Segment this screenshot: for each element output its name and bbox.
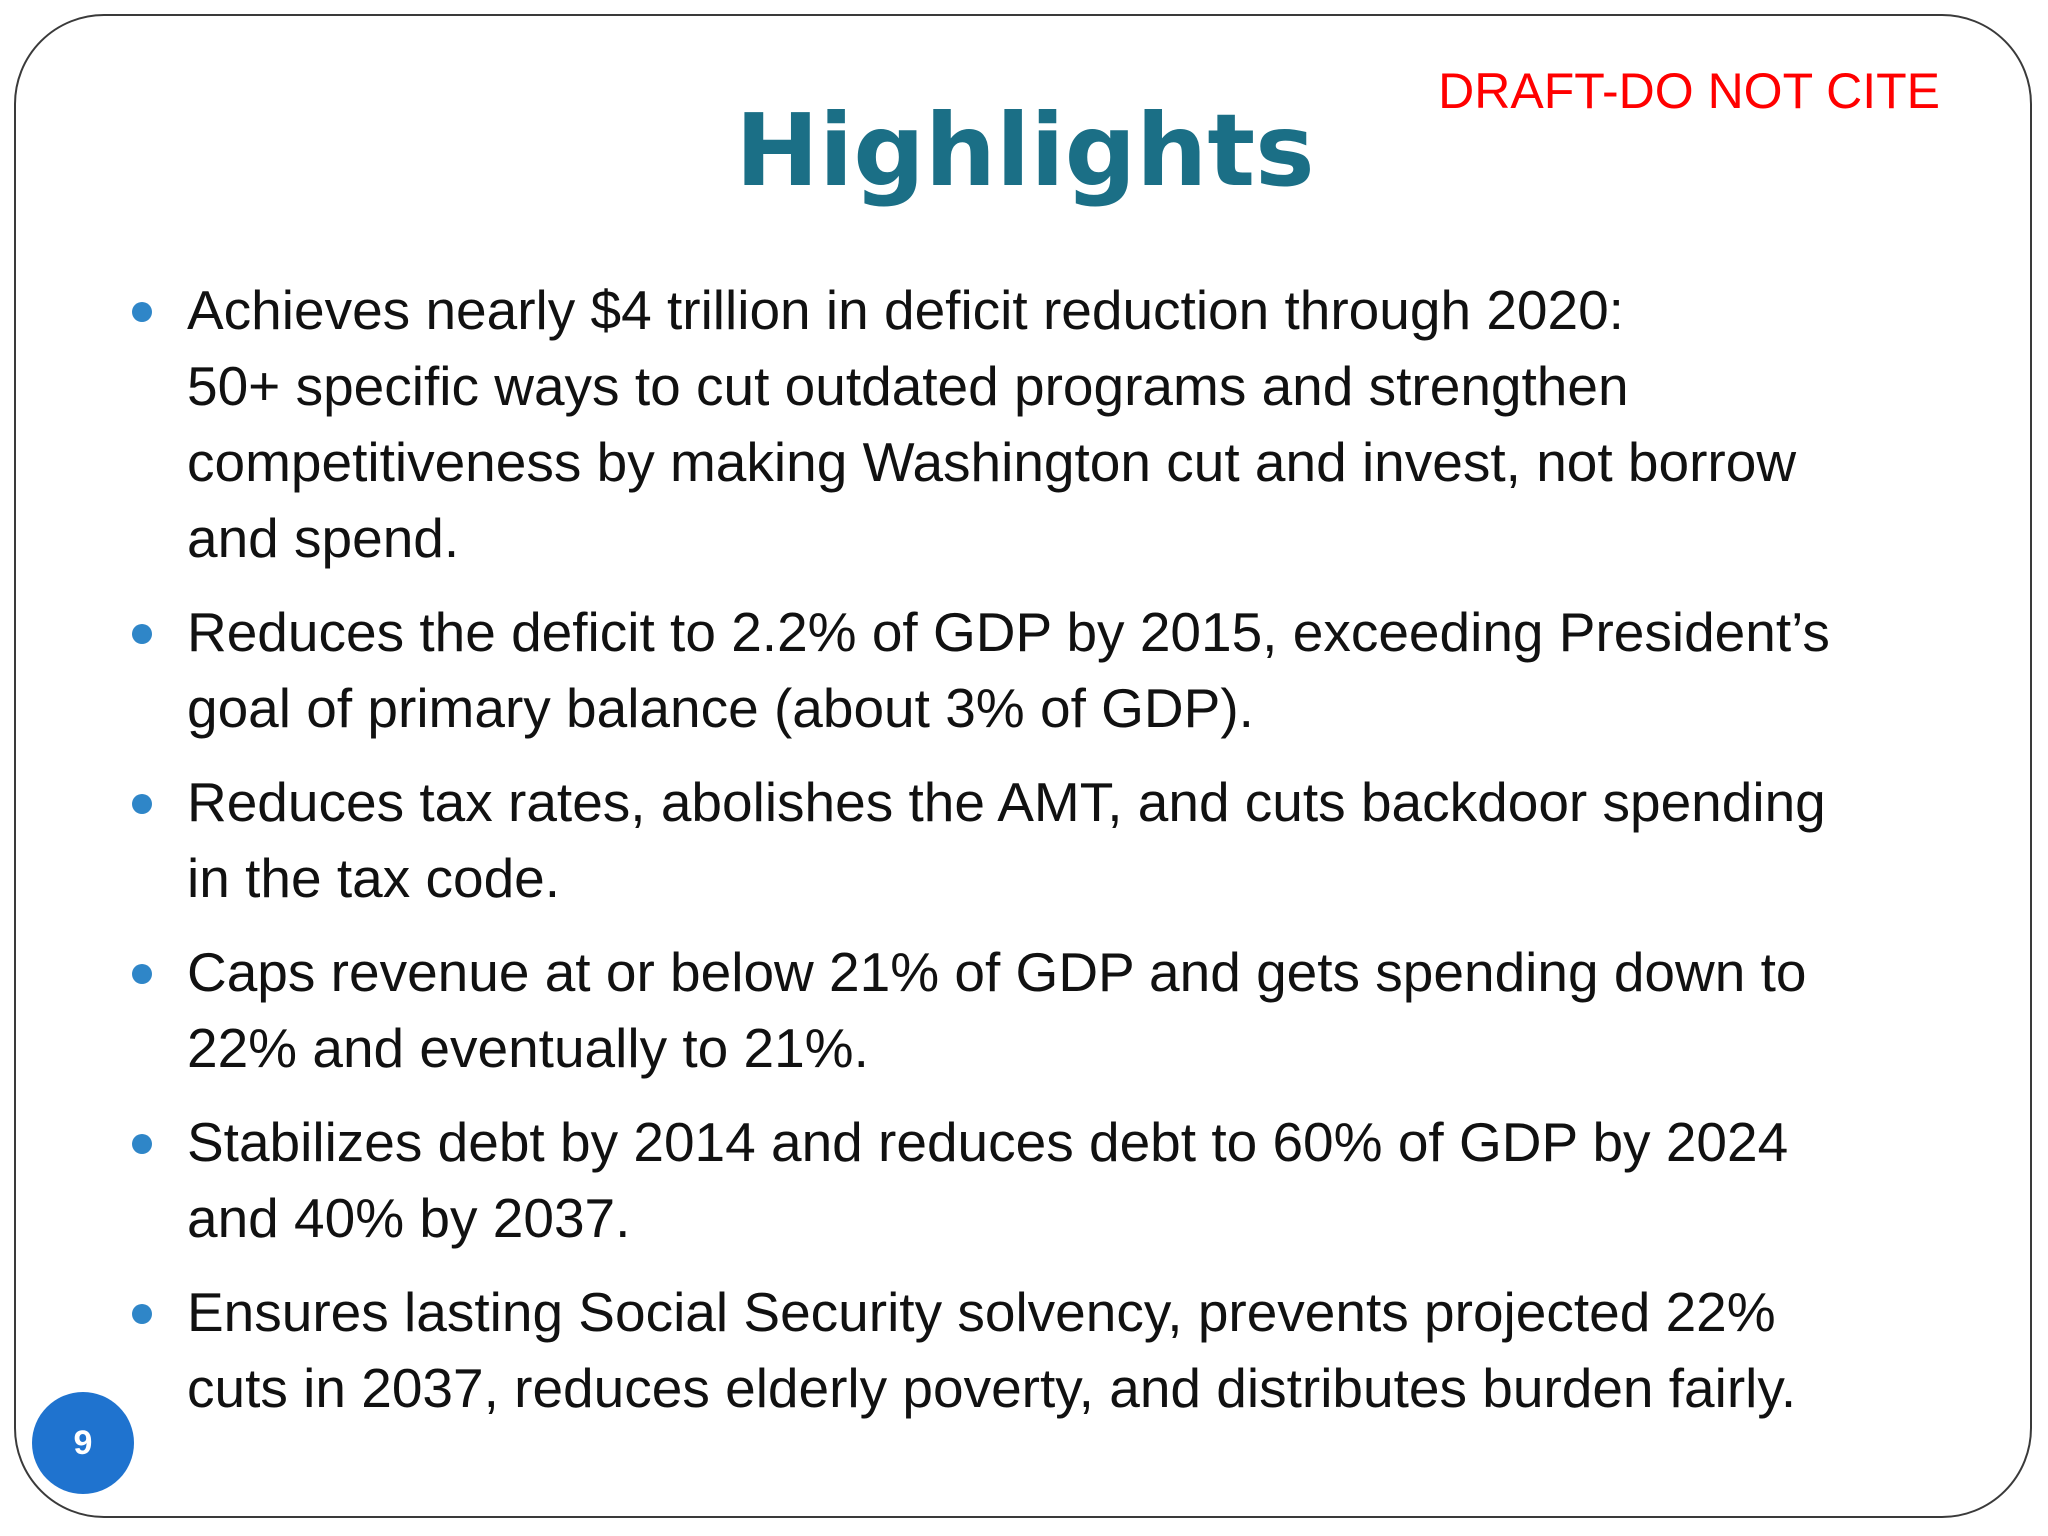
bullet-text: Caps revenue at or below 21% of GDP and … (187, 941, 1807, 1079)
bullet-text: Reduces the deficit to 2.2% of GDP by 20… (187, 601, 1830, 739)
draft-notice: DRAFT-DO NOT CITE (1438, 63, 1940, 119)
bullet-item: Achieves nearly $4 trillion in deficit r… (16, 272, 2034, 576)
bullet-text: Reduces tax rates, abolishes the AMT, an… (187, 771, 1826, 909)
bullet-item: Caps revenue at or below 21% of GDP and … (16, 934, 2034, 1086)
bullet-dot-icon (132, 624, 152, 644)
bullet-item: Reduces tax rates, abolishes the AMT, an… (16, 764, 2034, 916)
bullet-dot-icon (132, 302, 152, 322)
bullet-text: Stabilizes debt by 2014 and reduces debt… (187, 1111, 1789, 1249)
slide: DRAFT-DO NOT CITE Highlights Achieves ne… (14, 14, 2032, 1518)
bullet-dot-icon (132, 964, 152, 984)
bullet-item: Reduces the deficit to 2.2% of GDP by 20… (16, 594, 2034, 746)
bullet-dot-icon (132, 794, 152, 814)
bullet-item: Stabilizes debt by 2014 and reduces debt… (16, 1104, 2034, 1256)
slide-title: Highlights (735, 92, 1315, 209)
bullet-text: Ensures lasting Social Security solvency… (187, 1281, 1797, 1419)
bullet-dot-icon (132, 1304, 152, 1324)
bullet-text: Achieves nearly $4 trillion in deficit r… (187, 279, 1797, 569)
bullet-list: Achieves nearly $4 trillion in deficit r… (16, 272, 2034, 1444)
bullet-item: Ensures lasting Social Security solvency… (16, 1274, 2034, 1426)
page-number-badge: 9 (32, 1392, 134, 1494)
bullet-dot-icon (132, 1134, 152, 1154)
